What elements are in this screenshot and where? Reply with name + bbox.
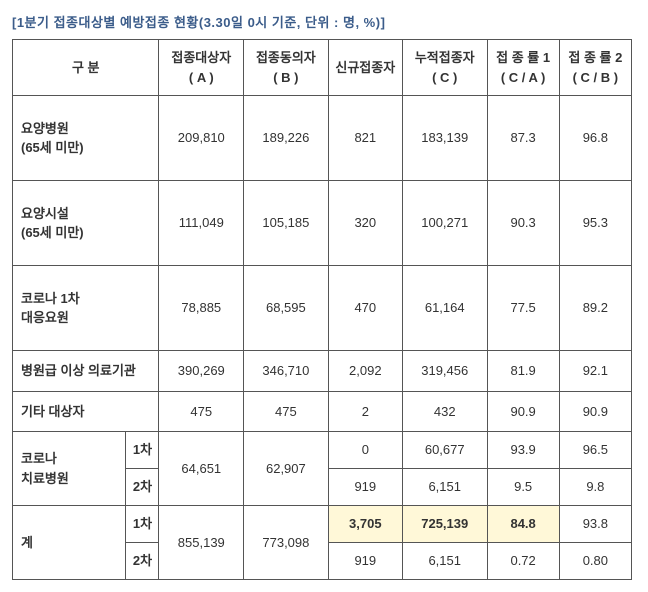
cell: 90.3 (487, 181, 559, 266)
cell: 93.9 (487, 432, 559, 469)
cell: 111,049 (159, 181, 244, 266)
cell: 773,098 (244, 506, 329, 580)
header-category: 구 분 (13, 40, 159, 96)
vaccination-table: 구 분 접종대상자( A ) 접종동의자( B ) 신규접종자 누적접종자( C… (12, 39, 632, 580)
cell: 95.3 (559, 181, 631, 266)
cell: 209,810 (159, 96, 244, 181)
cell-highlight: 3,705 (328, 506, 402, 543)
cell: 9.5 (487, 469, 559, 506)
cell: 2 (328, 391, 402, 432)
sub-dose-2: 2차 (126, 469, 159, 506)
cell: 93.8 (559, 506, 631, 543)
cell: 61,164 (402, 266, 487, 351)
header-rate2: 접 종 률 2( C / B ) (559, 40, 631, 96)
cell: 0.72 (487, 543, 559, 580)
cell: 0 (328, 432, 402, 469)
row-label-nursing-hospital: 요양병원(65세 미만) (13, 96, 159, 181)
cell: 96.5 (559, 432, 631, 469)
cell: 68,595 (244, 266, 329, 351)
cell: 60,677 (402, 432, 487, 469)
cell: 96.8 (559, 96, 631, 181)
cell: 475 (159, 391, 244, 432)
cell: 87.3 (487, 96, 559, 181)
cell: 9.8 (559, 469, 631, 506)
cell: 90.9 (559, 391, 631, 432)
cell: 2,092 (328, 351, 402, 392)
cell: 189,226 (244, 96, 329, 181)
sub-dose-1: 1차 (126, 432, 159, 469)
table-title: [1분기 접종대상별 예방접종 현황(3.30일 0시 기준, 단위 : 명, … (12, 12, 636, 31)
cell: 0.80 (559, 543, 631, 580)
cell: 81.9 (487, 351, 559, 392)
row-label-others: 기타 대상자 (13, 391, 159, 432)
header-cumulative-c: 누적접종자( C ) (402, 40, 487, 96)
cell: 62,907 (244, 432, 329, 506)
cell: 92.1 (559, 351, 631, 392)
sub-dose-1: 1차 (126, 506, 159, 543)
header-new: 신규접종자 (328, 40, 402, 96)
cell: 105,185 (244, 181, 329, 266)
cell: 346,710 (244, 351, 329, 392)
row-label-corona-hospital: 코로나치료병원 (13, 432, 126, 506)
header-consent-b: 접종동의자( B ) (244, 40, 329, 96)
cell: 855,139 (159, 506, 244, 580)
cell: 100,271 (402, 181, 487, 266)
cell: 475 (244, 391, 329, 432)
cell: 183,139 (402, 96, 487, 181)
cell: 919 (328, 469, 402, 506)
cell: 90.9 (487, 391, 559, 432)
row-label-hospital-grade: 병원급 이상 의료기관 (13, 351, 159, 392)
cell: 89.2 (559, 266, 631, 351)
row-label-nursing-facility: 요양시설(65세 미만) (13, 181, 159, 266)
cell: 919 (328, 543, 402, 580)
cell: 320 (328, 181, 402, 266)
cell: 821 (328, 96, 402, 181)
cell: 6,151 (402, 469, 487, 506)
row-label-first-responders: 코로나 1차대응요원 (13, 266, 159, 351)
cell: 432 (402, 391, 487, 432)
cell: 470 (328, 266, 402, 351)
cell-highlight: 84.8 (487, 506, 559, 543)
header-target-a: 접종대상자( A ) (159, 40, 244, 96)
header-rate1: 접 종 률 1( C / A ) (487, 40, 559, 96)
row-label-total: 계 (13, 506, 126, 580)
cell: 64,651 (159, 432, 244, 506)
cell: 319,456 (402, 351, 487, 392)
cell: 78,885 (159, 266, 244, 351)
sub-dose-2: 2차 (126, 543, 159, 580)
cell-highlight: 725,139 (402, 506, 487, 543)
cell: 6,151 (402, 543, 487, 580)
cell: 390,269 (159, 351, 244, 392)
cell: 77.5 (487, 266, 559, 351)
